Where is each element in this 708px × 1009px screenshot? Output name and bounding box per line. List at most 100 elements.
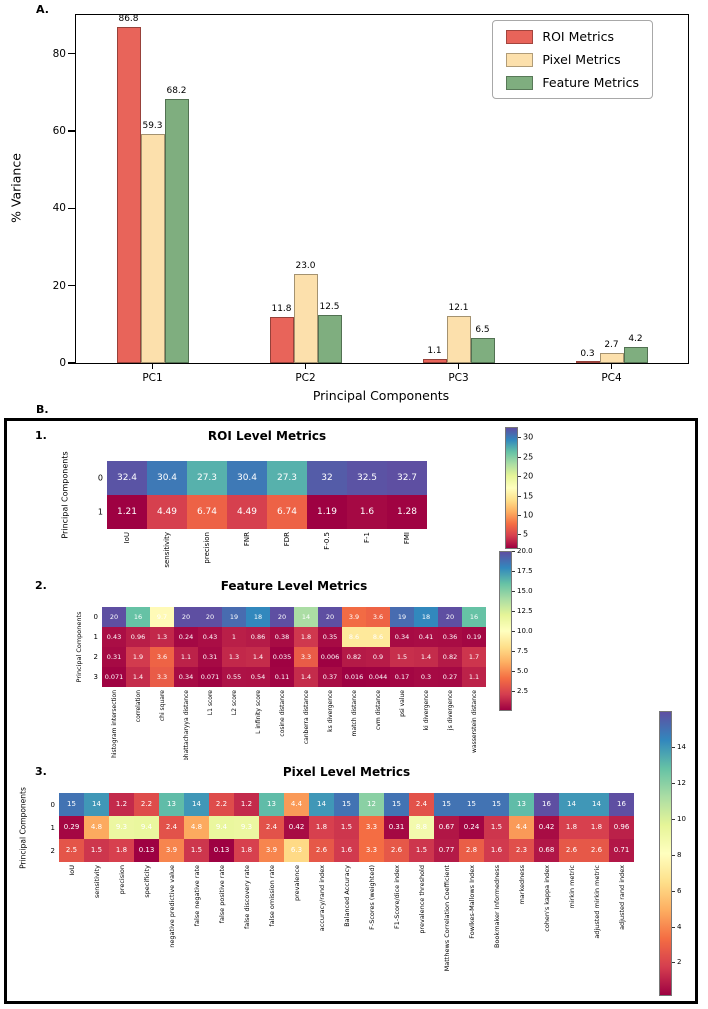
heatmap-col-label: specificity — [134, 865, 159, 995]
bar-value-label: 1.1 — [427, 345, 442, 356]
heatmap-cell: 3.9 — [342, 607, 366, 627]
heatmap-col-label-text: precision — [203, 532, 211, 564]
heatmap-cell: 1.21 — [107, 495, 147, 529]
heatmap-col-label-text: match distance — [350, 690, 358, 737]
heatmap-cell: 1.7 — [462, 647, 486, 667]
heatmap-cell: 14 — [184, 793, 209, 816]
heatmap-cell: 9.4 — [209, 816, 234, 839]
heatmap-cell: 20 — [198, 607, 222, 627]
legend-item: Pixel Metrics — [506, 52, 639, 67]
heatmap-col-label-text: specificity — [142, 865, 151, 898]
heatmap-cell: 0.035 — [270, 647, 294, 667]
heatmap-grid: 20 16 9.7 20 20 19 18 20 14 20 3.9 3.6 19 18 20 16 0.43 0… — [102, 607, 486, 687]
colorbar-tick-mark — [672, 746, 675, 748]
heatmap-cell: 1.4 — [414, 647, 438, 667]
heatmap-panel: 1. ROI Level Metrics 32.4 30.4 27.3 30.4 27.3 3… — [4, 418, 698, 1004]
heatmap-cell: 1.5 — [334, 816, 359, 839]
heatmap-col-label: js divergence — [438, 690, 462, 760]
heatmap-col-label-text: Bookmaker Informedness — [492, 865, 501, 948]
legend-item: ROI Metrics — [506, 29, 639, 44]
heatmap-cell: 1.3 — [222, 647, 246, 667]
heatmap-col-label: IoU — [107, 532, 147, 576]
heatmap-col-label-text: IoU — [123, 532, 131, 544]
heatmap-col-label-text: false omission rate — [267, 865, 276, 927]
heatmap-cell: 15 — [384, 793, 409, 816]
heatmap-cell: 0.37 — [318, 667, 342, 687]
colorbar-tick-label: 14 — [677, 742, 686, 751]
heatmap-col-label-text: adjusted rand index — [617, 865, 626, 930]
heatmap-col-label-text: L2 score — [230, 690, 238, 716]
heatmap-cell: 0.34 — [390, 627, 414, 647]
heatmap-cell: 0.9 — [366, 647, 390, 667]
heatmap-cell: 0.27 — [438, 667, 462, 687]
heatmap-col-label: canberra distance — [294, 690, 318, 760]
heatmap-col-label-text: F-0.5 — [323, 532, 331, 550]
heatmap-cell: 0.3 — [414, 667, 438, 687]
heatmap-cell: 6.74 — [187, 495, 227, 529]
colorbar-tick-mark — [512, 651, 515, 653]
heatmap-cell: 0.11 — [270, 667, 294, 687]
colorbar-tick-label: 4 — [677, 922, 682, 931]
x-tick-label: PC1 — [142, 372, 163, 384]
heatmap-cell: 19 — [222, 607, 246, 627]
heatmap-col-label: adjusted mirkin metric — [584, 865, 609, 995]
heatmap-cell: 2.4 — [159, 816, 184, 839]
heatmap-cell: 3.9 — [259, 839, 284, 862]
heatmap-row-label: 2 — [93, 653, 98, 661]
heatmap-col-label: histogram intersection — [102, 690, 126, 760]
heatmap-cell: 0.071 — [102, 667, 126, 687]
heatmap-cell: 0.17 — [390, 667, 414, 687]
bar-value-label: 86.8 — [118, 14, 139, 25]
heatmap-row-label: 1 — [97, 507, 103, 517]
heatmap-cell: 4.8 — [184, 816, 209, 839]
heatmap-cell: 1.8 — [294, 627, 318, 647]
legend-swatch — [506, 29, 534, 44]
heatmap-cell: 20 — [318, 607, 342, 627]
heatmap-cell: 0.36 — [438, 627, 462, 647]
heatmap-col-label-text: cohen's kappa index — [542, 865, 551, 932]
heatmap-cell: 3.9 — [159, 839, 184, 862]
heatmap-col-label-text: ks divergence — [326, 690, 334, 732]
bar — [164, 99, 189, 363]
heatmap-title: Feature Level Metrics — [220, 579, 368, 593]
heatmap-col-label-text: L infinity score — [254, 690, 262, 734]
colorbar-tick-mark — [672, 926, 675, 928]
heatmap-col-label-text: cosine distance — [278, 690, 286, 737]
heatmap-cell: 30.4 — [147, 461, 187, 495]
legend-item-label: ROI Metrics — [542, 29, 614, 44]
x-axis-label: Principal Components — [312, 388, 450, 403]
colorbar-tick-mark — [672, 854, 675, 856]
legend-swatch — [506, 75, 534, 90]
heatmap-col-label-text: false negative rate — [192, 865, 201, 927]
bar-value-label: 12.1 — [448, 303, 469, 314]
heatmap-cell: 0.29 — [59, 816, 84, 839]
heatmap-cell: 0.006 — [318, 647, 342, 667]
heatmap-cell: 1.5 — [184, 839, 209, 862]
heatmap-col-label: FDR — [267, 532, 307, 576]
bar — [293, 274, 318, 363]
x-tick-mark — [304, 363, 307, 369]
y-tick-label: 60 — [52, 125, 66, 137]
colorbar-tick-mark — [672, 890, 675, 892]
heatmap-col-label-text: canberra distance — [302, 690, 310, 745]
heatmap-col-label-text: Matthews Correlation Coefficient — [442, 865, 451, 972]
heatmap-col-label: precision — [109, 865, 134, 995]
x-tick-mark — [457, 363, 460, 369]
heatmap-row-label: 0 — [50, 800, 55, 809]
heatmap-cell: 14 — [294, 607, 318, 627]
heatmap-cell: 32.7 — [387, 461, 427, 495]
heatmap-cell: 2.8 — [459, 839, 484, 862]
heatmap-cell: 14 — [559, 793, 584, 816]
heatmap-cell: 0.42 — [284, 816, 309, 839]
heatmap-cell: 8.6 — [342, 627, 366, 647]
heatmap-cell: 3.6 — [366, 607, 390, 627]
heatmap-cell: 1.8 — [559, 816, 584, 839]
heatmap-cell: 1.1 — [462, 667, 486, 687]
heatmap-row-label: 1 — [93, 633, 98, 641]
heatmap-col-label-text: L1 score — [206, 690, 214, 716]
heatmap-col-label-text: precision — [117, 865, 126, 895]
bar-value-label: 11.8 — [271, 304, 292, 315]
heatmap-col-label: markedness — [509, 865, 534, 995]
colorbar-tick-mark — [672, 782, 675, 784]
